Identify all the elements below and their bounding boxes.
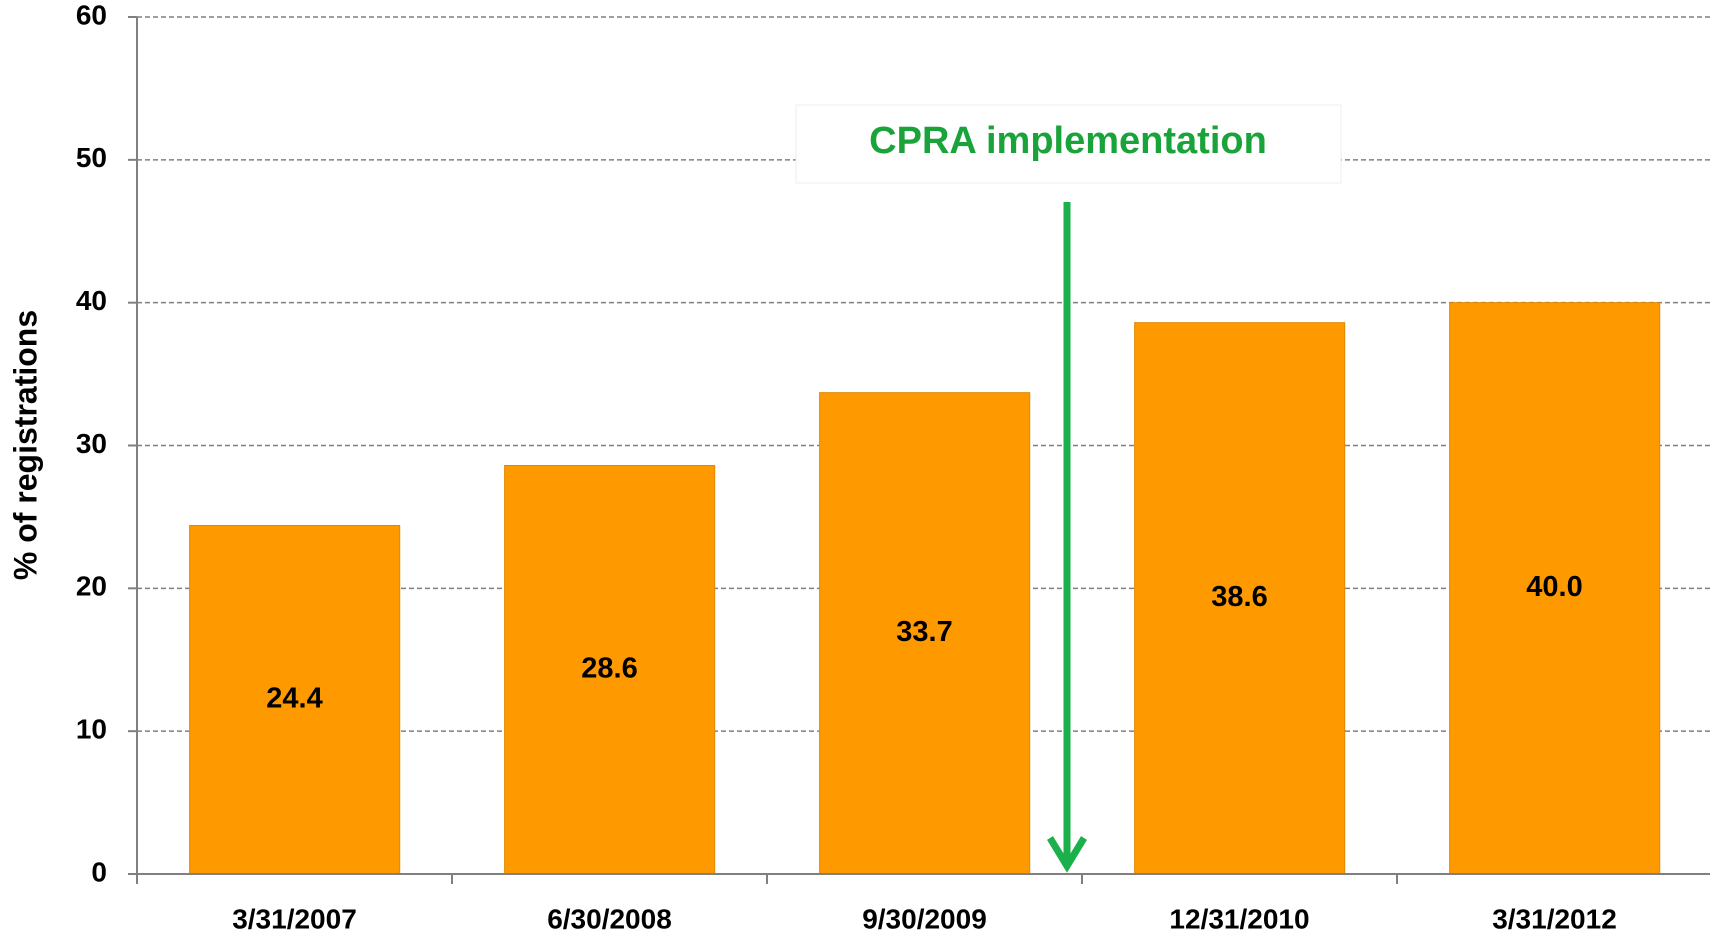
y-axis-label: % of registrations bbox=[7, 310, 43, 580]
annotation-box bbox=[795, 104, 1342, 184]
value-label: 40.0 bbox=[1526, 571, 1582, 603]
bar bbox=[1134, 322, 1346, 875]
x-tick-label: 6/30/2008 bbox=[547, 903, 672, 934]
bar bbox=[819, 392, 1031, 875]
value-label: 38.6 bbox=[1211, 581, 1267, 613]
arrow-head bbox=[1047, 836, 1087, 873]
y-tick-label: 0 bbox=[91, 856, 107, 887]
bar bbox=[189, 524, 401, 875]
x-tick-label: 12/31/2010 bbox=[1169, 903, 1309, 934]
y-tick-label: 30 bbox=[76, 428, 107, 459]
x-tick-label: 3/31/2007 bbox=[232, 903, 357, 934]
x-tick-label: 9/30/2009 bbox=[862, 903, 987, 934]
y-tick-label: 40 bbox=[76, 285, 107, 316]
value-label: 24.4 bbox=[266, 682, 322, 714]
x-tick-label: 3/31/2012 bbox=[1492, 903, 1617, 934]
bar bbox=[504, 464, 716, 875]
value-label: 28.6 bbox=[581, 652, 637, 684]
y-tick-label: 60 bbox=[76, 0, 107, 30]
annotation: CPRA implementation bbox=[869, 120, 1267, 162]
value-label: 33.7 bbox=[896, 616, 952, 648]
bar bbox=[1449, 302, 1661, 875]
y-tick-label: 20 bbox=[76, 571, 107, 602]
y-tick-label: 50 bbox=[76, 142, 107, 173]
y-tick-label: 10 bbox=[76, 714, 107, 745]
